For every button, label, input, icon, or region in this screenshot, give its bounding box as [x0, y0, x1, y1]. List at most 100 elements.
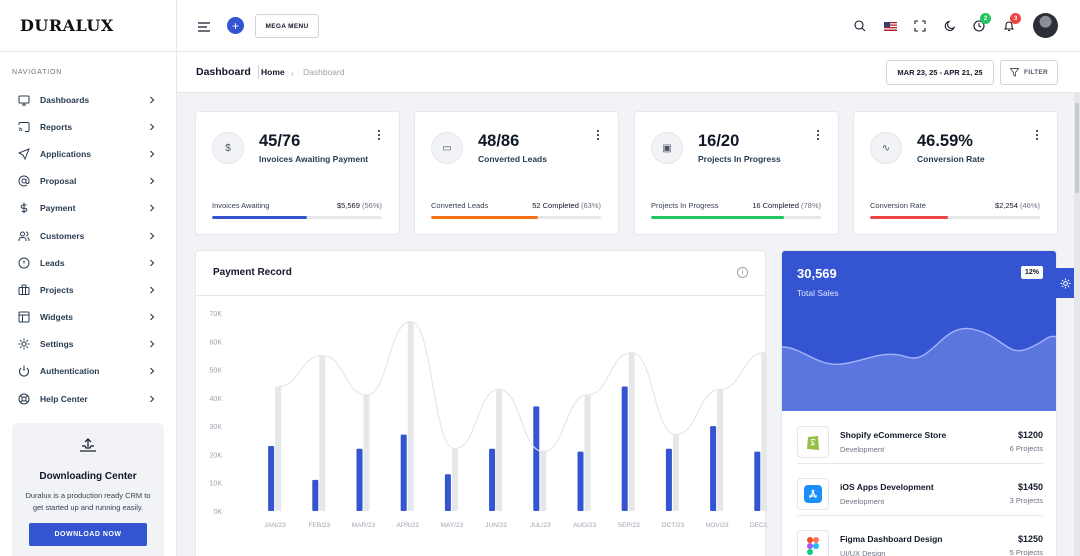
sidebar-item-help-center[interactable]: Help Center	[0, 385, 176, 412]
stat-footer-value: 52 Completed (63%)	[532, 201, 601, 210]
sidebar-item-label: Leads	[40, 257, 65, 268]
x-tick-label: APR/23	[396, 522, 419, 529]
project-amount: $1250	[1017, 534, 1043, 544]
more-options-icon[interactable]	[816, 128, 820, 140]
activity-icon: ∿	[870, 132, 902, 164]
more-options-icon[interactable]	[377, 128, 381, 140]
sidebar-item-label: Authentication	[40, 366, 100, 377]
sidebar-item-proposal[interactable]: Proposal	[0, 168, 176, 195]
stat-progress-track	[212, 216, 382, 219]
notification-bell-icon[interactable]: 3	[1002, 13, 1021, 33]
timer-icon[interactable]: 2	[972, 13, 991, 33]
mega-menu-button[interactable]: MEGA MENU	[255, 14, 319, 38]
sidebar-item-label: Reports	[40, 121, 73, 132]
more-options-icon[interactable]	[596, 128, 600, 140]
power-icon	[18, 365, 30, 377]
x-tick-label: OCT/23	[662, 522, 685, 529]
sidebar-item-widgets[interactable]: Widgets	[0, 304, 176, 331]
download-cloud-icon	[12, 437, 164, 457]
x-tick-label: JUL/23	[530, 522, 551, 529]
download-center-title: Downloading Center	[39, 471, 137, 482]
x-tick-label: AUG/23	[573, 522, 597, 529]
sidebar-item-settings[interactable]: Settings	[0, 331, 176, 358]
breadcrumb-home[interactable]: Home	[261, 67, 285, 77]
total-sales-value: 30,569	[797, 266, 837, 281]
sidebar-item-leads[interactable]: Leads	[0, 249, 176, 276]
figma-icon	[797, 530, 829, 556]
bar-series2-jan/23	[275, 386, 282, 511]
project-item[interactable]: Figma Dashboard Design UI/UX Design $1250 5…	[797, 515, 1043, 556]
sidebar-item-reports[interactable]: Reports	[0, 113, 176, 140]
stat-footer-value: 16 Completed (78%)	[752, 201, 821, 210]
y-tick-label: 50K	[210, 368, 223, 375]
layout-icon	[18, 311, 30, 323]
filter-button[interactable]: FILTER	[1000, 60, 1058, 85]
download-now-button[interactable]: DOWNLOAD NOW	[29, 523, 147, 546]
stat-label: Converted Leads	[478, 154, 547, 164]
sidebar-item-dashboards[interactable]: Dashboards	[0, 86, 176, 113]
bar-series1-dec/23	[754, 451, 761, 511]
bar-series1-sep/23	[621, 386, 628, 511]
sidebar-item-applications[interactable]: Applications	[0, 140, 176, 167]
us-flag-icon[interactable]	[883, 19, 897, 33]
y-tick-label: 60K	[210, 339, 223, 346]
bar-series2-mar/23	[363, 395, 370, 511]
settings-icon	[18, 338, 30, 350]
more-options-icon[interactable]	[1035, 128, 1039, 140]
shopify-icon	[797, 426, 829, 458]
scrollbar-thumb[interactable]	[1075, 103, 1079, 193]
stat-label: Invoices Awaiting Payment	[259, 154, 369, 164]
y-tick-label: 0K	[213, 509, 222, 516]
project-item[interactable]: Shopify eCommerce Store Development $1200 6…	[797, 411, 1043, 464]
chevron-right-icon	[148, 259, 156, 267]
total-sales-label: Total Sales	[797, 288, 839, 298]
search-icon[interactable]	[853, 19, 867, 33]
stat-footer-amount: $2,254	[994, 201, 1018, 210]
cast-icon	[18, 121, 30, 133]
bar-series1-mar/23	[356, 448, 363, 511]
stat-footer-amount: 16 Completed	[752, 201, 799, 210]
total-sales-wave-chart	[782, 327, 1056, 411]
x-tick-label: MAR/23	[352, 522, 376, 529]
stat-progress-fill	[651, 216, 784, 219]
sidebar-item-label: Widgets	[40, 312, 73, 323]
sidebar-item-label: Projects	[40, 284, 74, 295]
y-tick-label: 30K	[210, 424, 223, 431]
sidebar-item-authentication[interactable]: Authentication	[0, 358, 176, 385]
alert-circle-icon	[18, 257, 30, 269]
sidebar-item-label: Proposal	[40, 176, 77, 187]
nav-list: Dashboards Reports Applications Proposal Pay…	[0, 86, 176, 412]
stat-progress-fill	[870, 216, 949, 219]
stat-value: 45/76	[259, 132, 301, 150]
y-tick-label: 10K	[210, 481, 223, 488]
project-amount: $1450	[1017, 482, 1043, 492]
dark-mode-moon-icon[interactable]	[943, 19, 957, 33]
x-tick-label: JAN/23	[264, 522, 286, 529]
info-icon[interactable]: i	[737, 267, 748, 278]
chevron-right-icon	[148, 123, 156, 131]
project-name: Shopify eCommerce Store	[840, 430, 947, 440]
chevron-right-icon	[148, 286, 156, 294]
x-tick-label: FEB/23	[308, 522, 330, 529]
sidebar-item-payment[interactable]: Payment	[0, 195, 176, 222]
project-item[interactable]: iOS Apps Development Development $1450 3 Pr…	[797, 463, 1043, 516]
menu-toggle-icon[interactable]	[198, 20, 210, 32]
page-header: Dashboard Home › Dashboard MAR 23, 25 - …	[177, 52, 1080, 93]
stat-label: Projects In Progress	[698, 154, 781, 164]
fullscreen-icon[interactable]	[913, 19, 927, 33]
page-scrollbar[interactable]	[1074, 93, 1080, 556]
stat-card-conversion-rate: ∿ 46.59% Conversion Rate Conversion Rate $2,…	[853, 111, 1058, 235]
nav-caption: NAVIGATION	[12, 69, 63, 76]
date-range-picker[interactable]: MAR 23, 25 - APR 21, 25	[886, 60, 994, 85]
total-sales-badge: 12%	[1021, 266, 1043, 279]
brand-logo[interactable]: DURALUX	[0, 0, 176, 52]
sidebar-item-projects[interactable]: Projects	[0, 276, 176, 303]
notification-badge: 3	[1010, 13, 1021, 24]
sidebar-item-customers[interactable]: Customers	[0, 222, 176, 249]
bar-series1-apr/23	[400, 434, 407, 511]
add-new-button[interactable]: +	[227, 17, 244, 34]
stat-label: Conversion Rate	[917, 154, 985, 164]
users-icon	[18, 230, 30, 242]
user-avatar[interactable]	[1033, 13, 1058, 38]
bar-series2-apr/23	[407, 321, 414, 511]
